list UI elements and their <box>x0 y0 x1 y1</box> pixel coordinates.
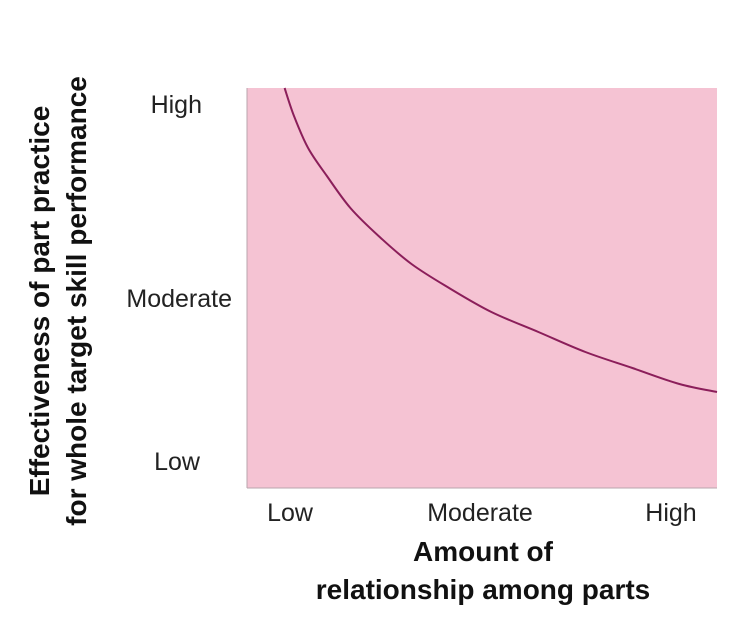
y-tick-label-high: High <box>151 91 202 119</box>
y-axis-title: Effectiveness of part practice for whole… <box>24 76 92 526</box>
y-tick-labels: High Moderate Low <box>126 91 232 476</box>
x-tick-labels: Low Moderate High <box>267 499 697 527</box>
plot-area <box>247 88 717 488</box>
x-tick-label-moderate: Moderate <box>427 499 533 527</box>
y-axis-title-line-2: for whole target skill performance <box>61 76 92 526</box>
y-axis-title-line-1: Effectiveness of part practice <box>24 106 55 497</box>
x-axis-title-line-1: Amount of <box>413 536 554 567</box>
x-tick-label-high: High <box>645 499 696 527</box>
x-tick-label-low: Low <box>267 499 314 527</box>
x-axis-title-line-2: relationship among parts <box>316 574 651 605</box>
y-tick-label-moderate: Moderate <box>126 285 232 313</box>
x-axis-title: Amount of relationship among parts <box>316 536 651 605</box>
effectiveness-curve <box>283 87 718 393</box>
y-tick-label-low: Low <box>154 448 201 476</box>
